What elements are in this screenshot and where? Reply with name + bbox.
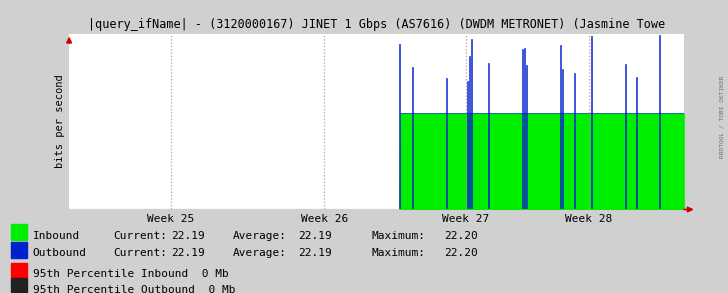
Text: Maximum:: Maximum: bbox=[371, 248, 425, 258]
Text: 95th Percentile Inbound  0 Mb: 95th Percentile Inbound 0 Mb bbox=[33, 269, 229, 279]
Text: 22.19: 22.19 bbox=[298, 231, 332, 241]
Text: Average:: Average: bbox=[233, 248, 287, 258]
Title: |query_ifName| - (3120000167) JINET 1 Gbps (AS7616) (DWDM METRONET) (Jasmine Tow: |query_ifName| - (3120000167) JINET 1 Gb… bbox=[88, 18, 665, 31]
Text: 22.19: 22.19 bbox=[171, 248, 205, 258]
Text: Inbound: Inbound bbox=[33, 231, 80, 241]
Text: 22.20: 22.20 bbox=[444, 231, 478, 241]
Text: Maximum:: Maximum: bbox=[371, 231, 425, 241]
Text: 22.19: 22.19 bbox=[298, 248, 332, 258]
Text: Current:: Current: bbox=[113, 231, 167, 241]
Text: RRDTOOL / TOBI OETIKER: RRDTOOL / TOBI OETIKER bbox=[720, 76, 724, 159]
Text: 95th Percentile Outbound  0 Mb: 95th Percentile Outbound 0 Mb bbox=[33, 285, 235, 293]
Text: Current:: Current: bbox=[113, 248, 167, 258]
Text: 22.20: 22.20 bbox=[444, 248, 478, 258]
Text: 22.19: 22.19 bbox=[171, 231, 205, 241]
Text: Outbound: Outbound bbox=[33, 248, 87, 258]
Text: Average:: Average: bbox=[233, 231, 287, 241]
Y-axis label: bits per second: bits per second bbox=[55, 75, 65, 168]
